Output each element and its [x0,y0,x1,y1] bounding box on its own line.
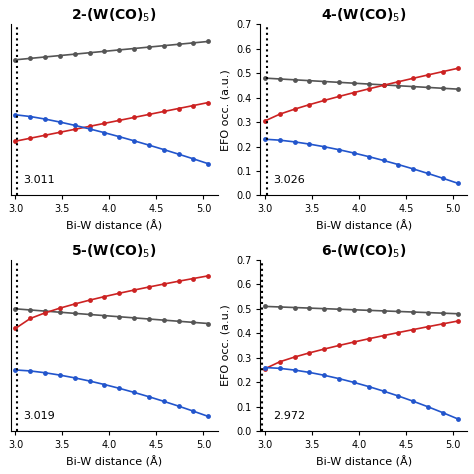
Title: 2-(W(CO)$_5$): 2-(W(CO)$_5$) [72,7,157,24]
Text: 2.972: 2.972 [273,411,305,421]
Y-axis label: EFO occ. (a.u.): EFO occ. (a.u.) [220,305,230,386]
Title: 4-(W(CO)$_5$): 4-(W(CO)$_5$) [321,7,406,24]
Text: 3.011: 3.011 [23,175,55,185]
X-axis label: Bi-W distance (Å): Bi-W distance (Å) [66,456,162,467]
X-axis label: Bi-W distance (Å): Bi-W distance (Å) [66,220,162,231]
Text: 3.026: 3.026 [273,175,304,185]
Y-axis label: EFO occ. (a.u.): EFO occ. (a.u.) [220,69,230,151]
Text: 3.019: 3.019 [23,411,55,421]
X-axis label: Bi-W distance (Å): Bi-W distance (Å) [316,456,412,467]
X-axis label: Bi-W distance (Å): Bi-W distance (Å) [316,220,412,231]
Title: 5-(W(CO)$_5$): 5-(W(CO)$_5$) [72,243,157,260]
Title: 6-(W(CO)$_5$): 6-(W(CO)$_5$) [321,243,406,260]
